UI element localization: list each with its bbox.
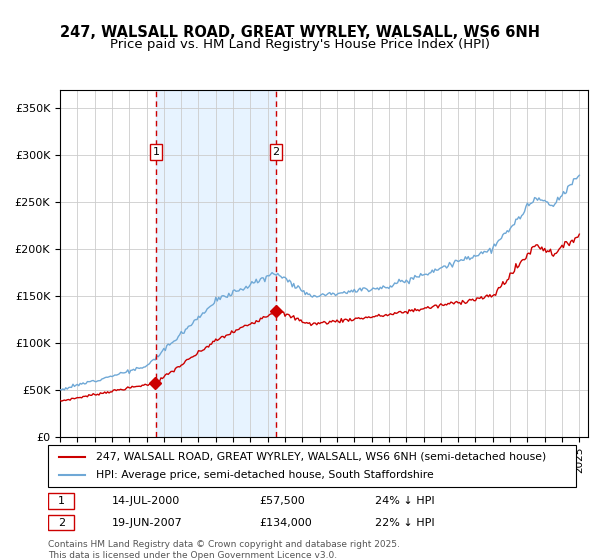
Text: 2: 2 [58,518,65,528]
Text: Contains HM Land Registry data © Crown copyright and database right 2025.
This d: Contains HM Land Registry data © Crown c… [48,540,400,560]
Text: 22% ↓ HPI: 22% ↓ HPI [376,518,435,528]
Text: 247, WALSALL ROAD, GREAT WYRLEY, WALSALL, WS6 6NH (semi-detached house): 247, WALSALL ROAD, GREAT WYRLEY, WALSALL… [95,452,546,462]
FancyBboxPatch shape [48,515,74,530]
Text: 24% ↓ HPI: 24% ↓ HPI [376,496,435,506]
FancyBboxPatch shape [48,493,74,508]
Text: 2: 2 [272,147,280,157]
Text: 1: 1 [58,496,65,506]
Text: HPI: Average price, semi-detached house, South Staffordshire: HPI: Average price, semi-detached house,… [95,470,433,480]
Bar [156,90,276,437]
Text: 1: 1 [152,147,160,157]
Text: Price paid vs. HM Land Registry's House Price Index (HPI): Price paid vs. HM Land Registry's House … [110,38,490,50]
Text: £57,500: £57,500 [259,496,305,506]
Text: 19-JUN-2007: 19-JUN-2007 [112,518,182,528]
Text: 14-JUL-2000: 14-JUL-2000 [112,496,179,506]
FancyBboxPatch shape [48,445,576,487]
Text: 247, WALSALL ROAD, GREAT WYRLEY, WALSALL, WS6 6NH: 247, WALSALL ROAD, GREAT WYRLEY, WALSALL… [60,25,540,40]
Text: £134,000: £134,000 [259,518,312,528]
